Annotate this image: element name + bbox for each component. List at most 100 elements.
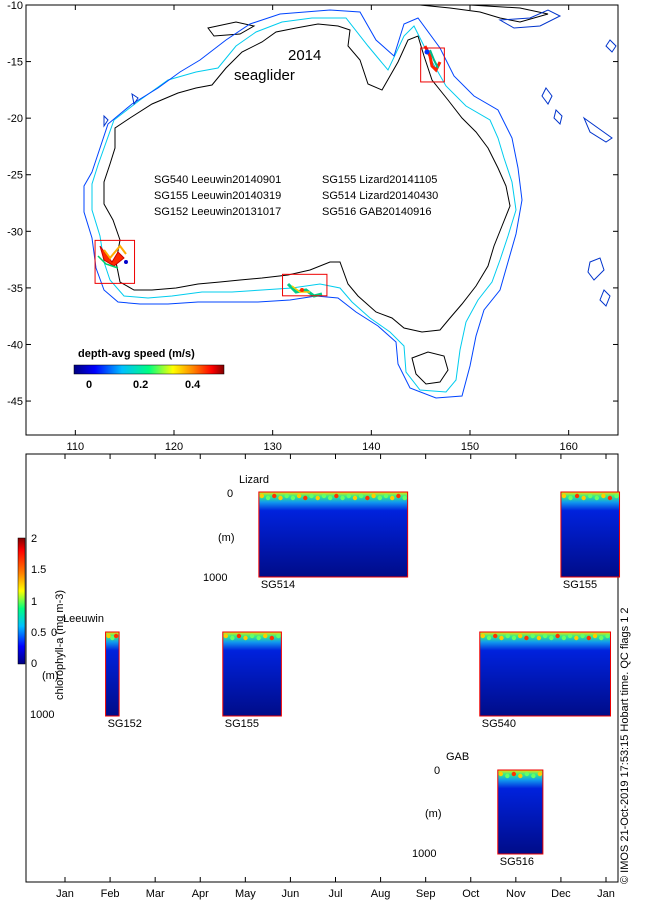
deployment-profile: SG152 [105, 631, 142, 730]
profile-surface-point [601, 493, 606, 499]
profile-surface-point [607, 495, 613, 501]
profile-fill [222, 632, 282, 716]
deployment-boxes [94, 47, 445, 297]
month-tick-label: Sep [416, 888, 436, 900]
profile-surface-point [561, 493, 567, 499]
legend-entry: SG155 Lizard20141105 [322, 174, 437, 186]
depth-axis-gab: 0 (m) 1000 [412, 765, 442, 860]
depth-unit: (m) [218, 532, 235, 544]
profile-surface-point [561, 635, 567, 641]
track-leeuwin [97, 244, 128, 269]
legend-entry: SG152 Leeuwin20131017 [154, 206, 281, 218]
x-tick-label: 110 [67, 441, 85, 453]
map-title-word: seaglider [234, 67, 295, 84]
profile-surface-point [249, 633, 255, 639]
australia-coastline [103, 23, 511, 333]
footer-credit: © IMOS 21-Oct-2019 17:53:15 Hobart time.… [619, 607, 631, 884]
x-tick-label: 160 [559, 441, 577, 453]
profile-surface-point [352, 495, 358, 501]
profile-surface-point [536, 635, 542, 641]
region-label-leeuwin: Leeuwin [63, 613, 104, 625]
profile-surface-point [371, 493, 376, 499]
profile-surface-point [530, 633, 535, 639]
profile-surface-point [505, 773, 510, 779]
profile-surface-point [365, 495, 370, 501]
profile-surface-point [396, 493, 401, 499]
profile-surface-point [524, 771, 530, 777]
chl-colorbar-tick: 2 [31, 533, 37, 545]
profile-glider-label: SG540 [482, 718, 516, 730]
shelf-isobath [91, 17, 517, 393]
profile-glider-label: SG155 [563, 579, 597, 591]
profile-surface-point [511, 635, 517, 641]
profile-surface-point [531, 773, 536, 779]
profile-surface-point [377, 495, 383, 501]
profile-surface-point [581, 495, 586, 501]
month-tick-label: Jun [282, 888, 300, 900]
y-tick-label: -15 [7, 57, 23, 69]
profile-surface-point [567, 633, 573, 639]
legend-entry: SG514 Lizard20140430 [322, 190, 438, 202]
profile-fill [479, 632, 611, 716]
profile-surface-point [340, 495, 345, 501]
x-tick-label: 140 [362, 441, 380, 453]
chlorophyll-colorbar: 2 1.5 1 0.5 0 chlorophyll-a (mg m-3) [17, 533, 66, 700]
profile-surface-point [243, 635, 248, 641]
month-tick-label: Feb [101, 888, 120, 900]
profile-frame [222, 631, 282, 717]
profile-surface-point [614, 493, 619, 499]
profile-surface-point [346, 493, 351, 499]
y-tick-label: -20 [7, 113, 23, 125]
profile-surface-point [390, 495, 395, 501]
speed-colorbar-label: depth-avg speed (m/s) [78, 348, 195, 360]
profile-surface-point [499, 635, 504, 641]
profile-surface-point [106, 633, 111, 639]
map-panel: 2014 seaglider SG540 Leeuwin20140901 SG1… [7, 0, 619, 453]
chl-colorbar-label: chlorophyll-a (mg m-3) [54, 590, 66, 700]
month-tick-label: Apr [192, 888, 209, 900]
profile-surface-point [383, 493, 389, 499]
deployment-profile: SG155 [222, 631, 282, 730]
profile-fill [258, 492, 408, 577]
profile-surface-point [278, 495, 283, 501]
depth-unit: (m) [42, 670, 59, 682]
chl-colorbar-tick: 0 [31, 658, 37, 670]
profile-surface-point [542, 633, 548, 639]
profile-surface-point [265, 495, 271, 501]
deployment-box [282, 273, 328, 297]
month-tick-label: Oct [462, 888, 479, 900]
profile-glider-label: SG155 [225, 718, 259, 730]
map-title-year: 2014 [288, 47, 321, 64]
profile-surface-point [236, 633, 242, 639]
profile-surface-point [259, 493, 265, 499]
speed-colorbar-tick: 0.4 [185, 379, 201, 391]
chl-colorbar-tick: 1.5 [31, 564, 46, 576]
depth-unit: (m) [425, 808, 442, 820]
depth-axis-lizard: 0 (m) 1000 [203, 488, 235, 584]
y-tick-label: -35 [7, 283, 23, 295]
y-tick-label: -10 [7, 0, 23, 12]
profile-surface-point [486, 635, 492, 641]
profile-surface-point [315, 495, 320, 501]
x-tick-label: 150 [461, 441, 479, 453]
profile-frame [479, 631, 612, 717]
profile-surface-point [568, 495, 573, 501]
chl-colorbar-bar [17, 537, 26, 665]
profile-surface-point [505, 633, 510, 639]
profile-surface-point [605, 633, 610, 639]
pacific-islands [103, 9, 617, 307]
depth-bottom: 1000 [203, 572, 227, 584]
profile-surface-point [303, 495, 308, 501]
profile-surface-point [256, 635, 261, 641]
profile-surface-point [272, 493, 277, 499]
profile-surface-point [511, 771, 517, 777]
month-axis: Jan Feb Mar Apr May Jun Jul Aug Sep Oct Nov Dec Jan [56, 454, 615, 900]
y-tick-label: -40 [7, 339, 23, 351]
depth-axis-leeuwin: 0 (m) 1000 [30, 627, 59, 721]
profile-surface-point [113, 633, 119, 639]
profile-surface-point [537, 771, 543, 777]
y-tick-label: -30 [7, 226, 23, 238]
month-tick-label: Jan [597, 888, 615, 900]
profile-surface-point [402, 495, 407, 501]
